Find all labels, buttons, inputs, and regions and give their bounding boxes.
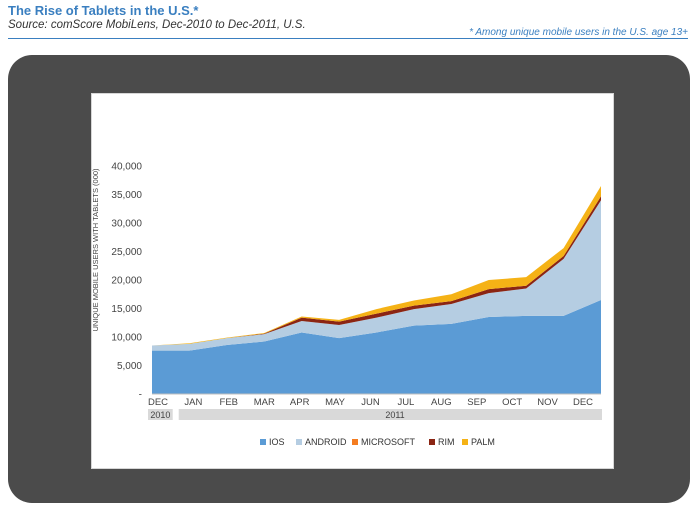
legend-label: IOS — [269, 437, 285, 447]
year-group-label: 2011 — [385, 410, 404, 420]
legend-label: MICROSOFT — [361, 437, 415, 447]
year-group-bar — [148, 409, 173, 420]
y-tick-label: - — [139, 390, 142, 401]
x-tick-label: DEC — [148, 397, 168, 408]
y-axis-label: UNIQUE MOBILE USERS WITH TABLETS (000) — [91, 168, 100, 332]
legend-swatch-ios — [260, 439, 266, 445]
year-group-bar — [178, 409, 602, 420]
header-divider — [8, 38, 688, 39]
area-series-rim — [152, 196, 601, 346]
area-series-group — [152, 185, 601, 394]
area-series-palm — [152, 185, 601, 346]
source-line: Source: comScore MobiLens, Dec-2010 to D… — [8, 19, 306, 31]
x-tick-label: JUN — [361, 397, 380, 408]
y-tick-label: 15,000 — [111, 304, 142, 315]
year-group-label: 2010 — [150, 410, 170, 420]
legend-swatch-rim — [429, 439, 435, 445]
y-tick-label: 35,000 — [111, 190, 142, 201]
x-tick-label: OCT — [502, 397, 522, 408]
legend-label: PALM — [471, 437, 495, 447]
legend: IOS ANDROID MICROSOFT RIM PALM — [260, 437, 495, 447]
x-tick-label: JUL — [397, 397, 414, 408]
x-tick-label: APR — [290, 397, 310, 408]
x-tick-label: DEC — [573, 397, 593, 408]
x-tick-label: FEB — [220, 397, 238, 408]
y-tick-label: 10,000 — [111, 333, 142, 344]
x-tick-label: AUG — [431, 397, 452, 408]
x-tick-label: NOV — [537, 397, 558, 408]
page-title: The Rise of Tablets in the U.S.* — [8, 3, 199, 18]
y-tick-label: 5,000 — [117, 361, 142, 372]
footnote: * Among unique mobile users in the U.S. … — [469, 27, 688, 38]
y-tick-label: 30,000 — [111, 219, 142, 230]
legend-swatch-android — [296, 439, 302, 445]
y-axis-ticks: - 5,000 10,000 15,000 20,000 25,000 30,000 35,0… — [111, 162, 142, 401]
y-tick-label: 40,000 — [111, 162, 142, 173]
y-tick-label: 20,000 — [111, 276, 142, 287]
y-tick-label: 25,000 — [111, 247, 142, 258]
legend-label: ANDROID — [305, 437, 347, 447]
x-tick-label: JAN — [184, 397, 202, 408]
legend-swatch-microsoft — [352, 439, 358, 445]
area-series-android — [152, 200, 601, 351]
x-tick-label: MAY — [325, 397, 346, 408]
legend-swatch-palm — [462, 439, 468, 445]
area-series-ios — [152, 299, 601, 394]
year-group-bars: 2010 2011 — [148, 409, 602, 420]
x-tick-label: MAR — [254, 397, 275, 408]
x-tick-label: SEP — [467, 397, 486, 408]
x-axis-ticks: DEC JAN FEB MAR APR MAY JUN JUL AUG SEP OCT NOV DEC — [148, 397, 593, 408]
legend-label: RIM — [438, 437, 455, 447]
